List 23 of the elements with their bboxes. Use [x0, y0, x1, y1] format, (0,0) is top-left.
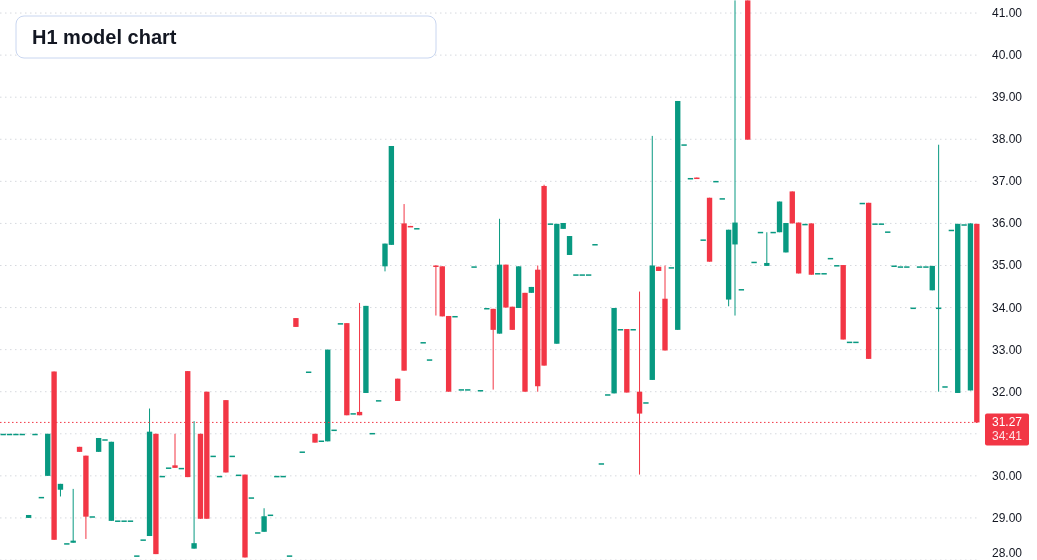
y-tick-label: 33.00: [991, 342, 1023, 357]
candlestick: [261, 507, 267, 533]
y-tick-label: 28.00: [991, 546, 1023, 560]
y-tick-label: 35.00: [991, 258, 1023, 273]
y-tick-label: 38.00: [991, 132, 1023, 147]
y-tick-label: 41.00: [991, 6, 1023, 21]
text: 34:41: [991, 429, 1023, 444]
y-tick-label: 36.00: [991, 216, 1023, 231]
y-tick-label: 30.00: [991, 468, 1023, 483]
candlestick: [70, 488, 76, 544]
candlestick: [172, 433, 178, 469]
candlestick: [191, 420, 197, 550]
candlestick: [490, 308, 496, 391]
candlestick: [764, 231, 770, 267]
y-tick-label: 39.00: [991, 90, 1023, 105]
y-tick-label: 34.00: [991, 300, 1023, 315]
y-tick-label: 29.00: [991, 510, 1023, 525]
y-tick-label: 37.00: [991, 174, 1023, 189]
ref-line-label: 31.27: [991, 415, 1023, 430]
y-tick-label: 32.00: [991, 384, 1023, 399]
text: H1 model chart: [32, 26, 177, 48]
y-tick-label: 40.00: [991, 48, 1023, 63]
candlestick: [566, 235, 573, 256]
